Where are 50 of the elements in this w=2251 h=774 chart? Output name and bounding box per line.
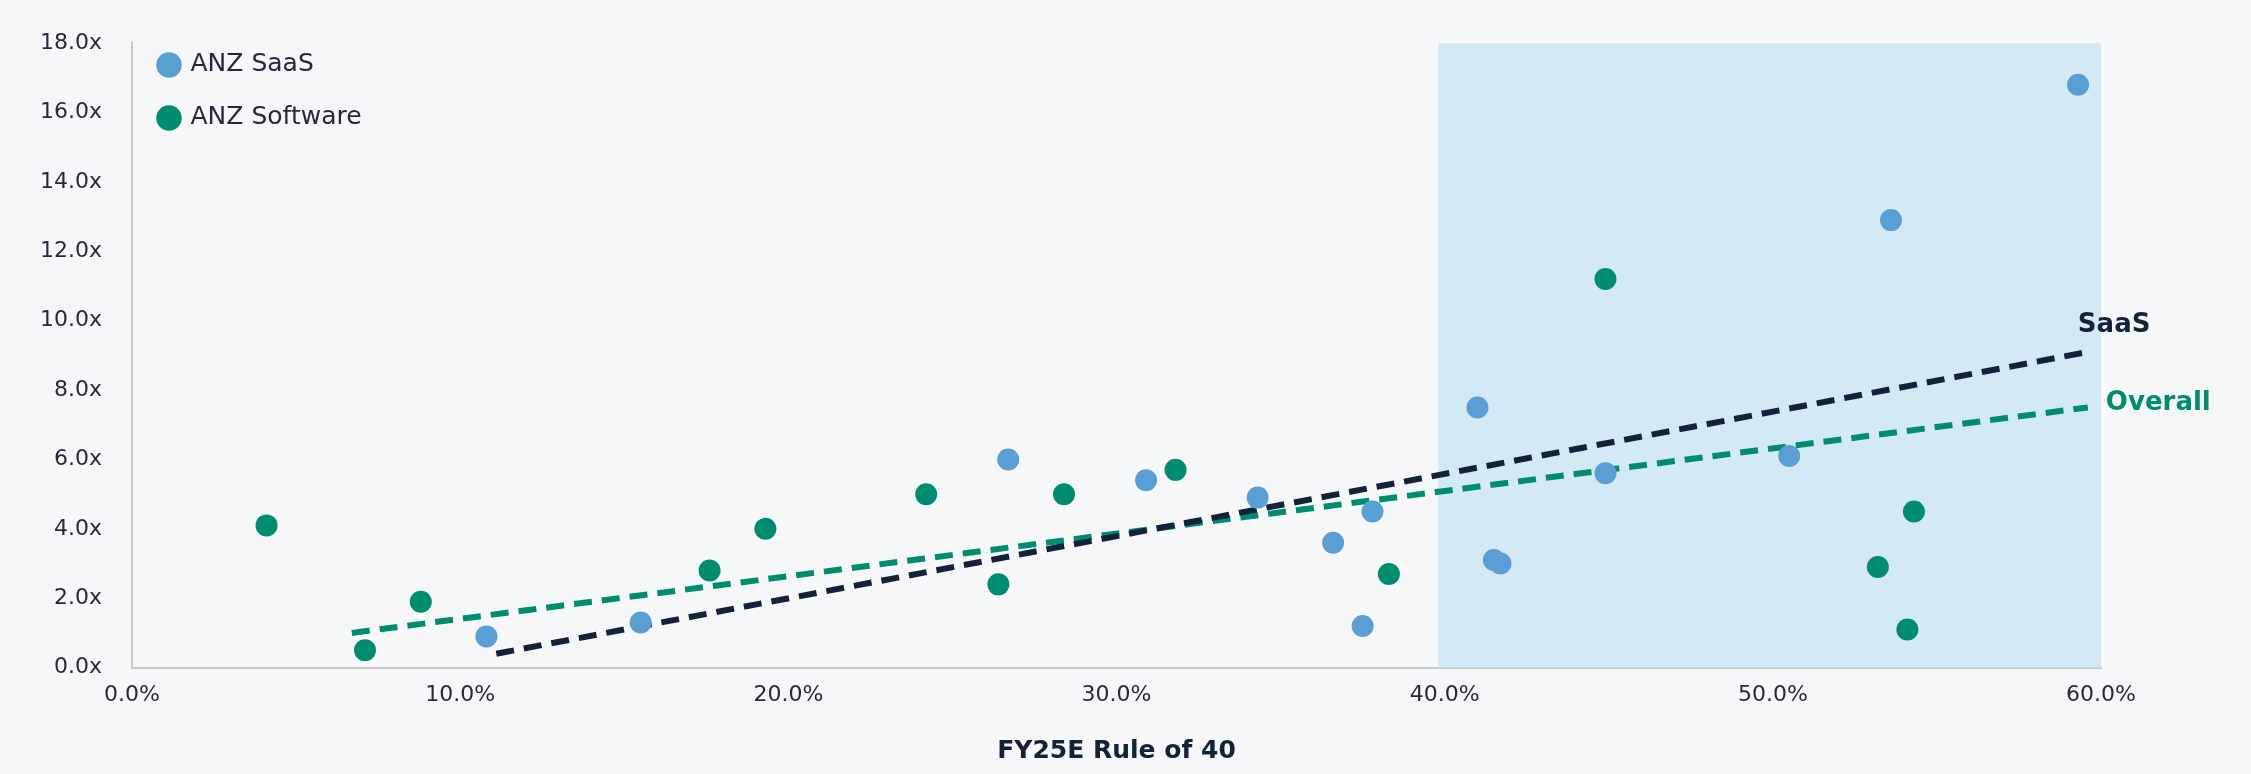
point <box>915 483 938 506</box>
point <box>1902 500 1925 523</box>
point <box>1778 445 1801 467</box>
y-tick-label: 14.0x <box>39 167 102 193</box>
x-tick-label: 50.0% <box>1737 680 1808 706</box>
point <box>354 639 376 662</box>
y-tick-label: 18.0x <box>39 28 102 54</box>
x-tick-label: 60.0% <box>2066 680 2136 706</box>
point <box>1879 209 1902 232</box>
point <box>255 514 278 537</box>
point <box>409 590 432 613</box>
x-axis-title: FY25E Rule of 40 <box>997 734 1236 764</box>
y-tick-label: 12.0x <box>39 237 102 263</box>
point <box>698 559 721 582</box>
legend-label: ANZ SaaS <box>190 48 314 78</box>
y-tick-label: 2.0x <box>53 583 102 609</box>
y-tick-label: 8.0x <box>53 375 102 401</box>
y-tick-label: 6.0x <box>53 445 102 471</box>
point <box>475 625 498 648</box>
point <box>1322 531 1345 554</box>
point <box>1246 486 1269 509</box>
point <box>997 448 1020 471</box>
point <box>1466 396 1489 419</box>
x-tick-label: 0.0% <box>104 680 160 706</box>
x-tick-label: 40.0% <box>1409 680 1480 706</box>
y-tick-label: 0.0x <box>53 653 102 679</box>
series-label: Overall <box>2105 386 2211 417</box>
point <box>1896 618 1919 641</box>
x-tick-label: 30.0% <box>1081 680 1152 706</box>
y-tick-label: 16.0x <box>39 98 102 124</box>
legend-label: ANZ Software <box>190 101 362 131</box>
point <box>1594 268 1617 291</box>
point <box>754 517 777 540</box>
point <box>1361 500 1384 523</box>
y-tick-label: 10.0x <box>39 306 102 332</box>
point <box>1164 458 1187 481</box>
point <box>1594 462 1617 485</box>
point <box>1489 552 1512 575</box>
y-tick-label: 4.0x <box>53 514 102 540</box>
point <box>1866 556 1889 578</box>
point <box>2067 73 2090 96</box>
x-tick-label: 20.0% <box>753 680 824 706</box>
x-tick-label: 10.0% <box>425 680 496 706</box>
point <box>1135 469 1158 492</box>
series-label: SaaS <box>2077 307 2151 338</box>
point <box>987 573 1010 596</box>
point <box>1377 562 1400 585</box>
point <box>1052 483 1075 506</box>
point <box>629 611 652 634</box>
point <box>1351 614 1374 637</box>
